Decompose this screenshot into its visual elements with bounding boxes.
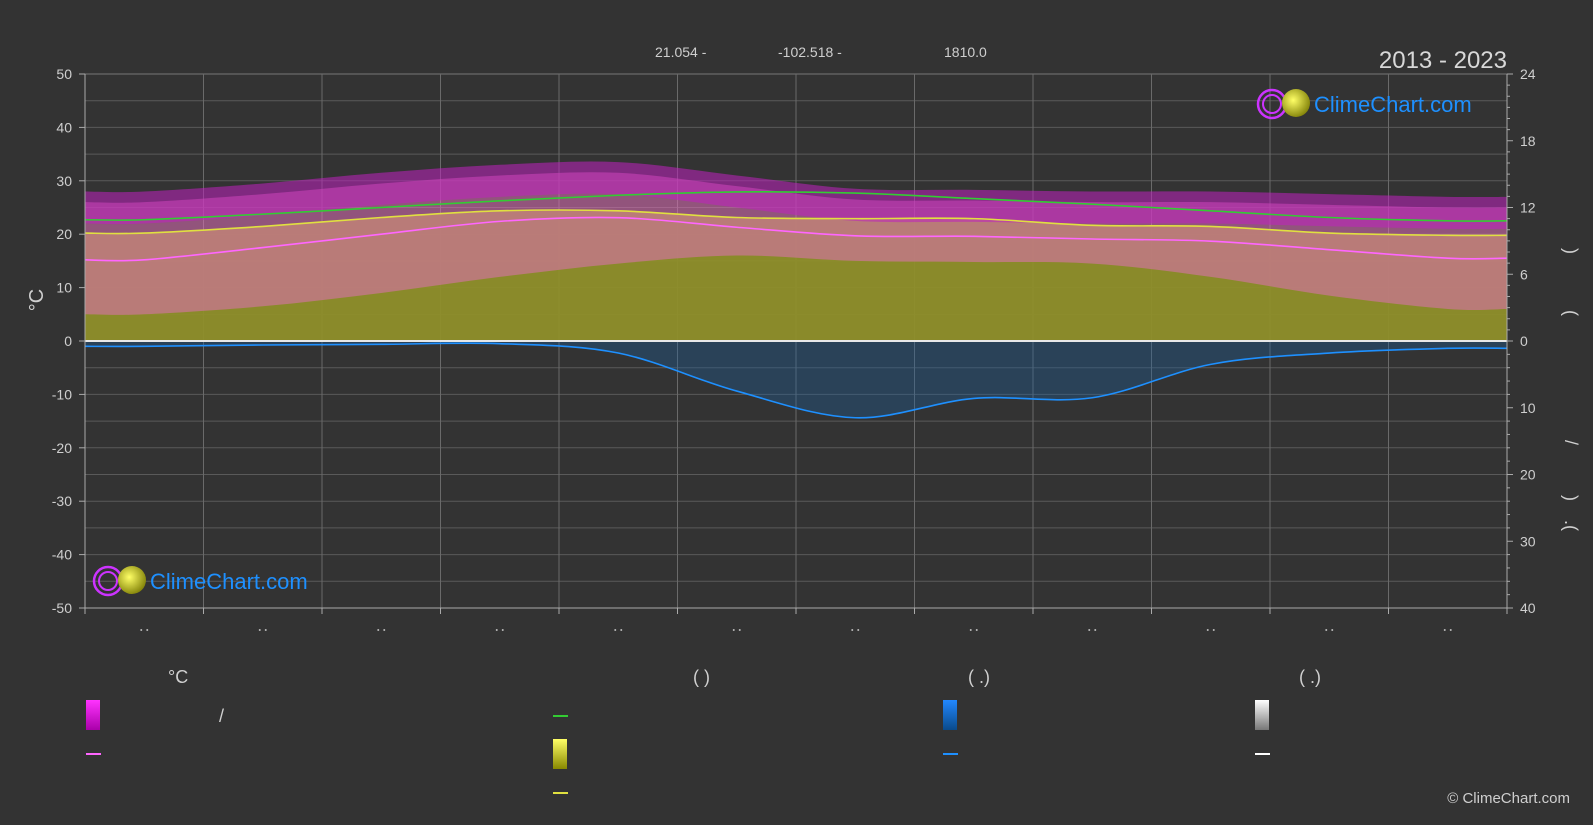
brand-logo-bottom: ClimeChart.com bbox=[92, 565, 308, 597]
month-label-mark bbox=[501, 629, 504, 631]
right-tick-label: 24 bbox=[1520, 66, 1536, 82]
left-tick-label: 30 bbox=[56, 173, 72, 189]
legend-header-temp: °C bbox=[168, 667, 188, 687]
legend-swatch-snow-mean bbox=[1255, 753, 1270, 755]
month-label-mark bbox=[1088, 629, 1091, 631]
legend-header-sun: ( ) bbox=[693, 667, 710, 687]
right-axis-label-part: / bbox=[1561, 440, 1581, 445]
month-label-mark bbox=[1443, 629, 1446, 631]
left-axis-label: °C bbox=[26, 289, 48, 311]
month-label-mark bbox=[620, 629, 623, 631]
brand-logo-top: ClimeChart.com bbox=[1256, 88, 1472, 120]
right-tick-label: 10 bbox=[1520, 400, 1536, 416]
right-tick-label: 20 bbox=[1520, 467, 1536, 483]
right-tick-label: 6 bbox=[1520, 266, 1528, 282]
month-label-mark bbox=[969, 629, 972, 631]
left-tick-label: 10 bbox=[56, 280, 72, 296]
right-axis-label-part: ) bbox=[1561, 248, 1581, 254]
month-label-mark bbox=[1449, 629, 1452, 631]
left-tick-label: 40 bbox=[56, 119, 72, 135]
legend-swatch-sunshine-mean bbox=[553, 792, 568, 794]
precipitation-area bbox=[85, 341, 1507, 418]
right-axis-label-part: . bbox=[1561, 520, 1581, 525]
data-lines bbox=[84, 190, 1508, 419]
longitude: -102.518 - bbox=[778, 44, 842, 60]
month-label-mark bbox=[614, 629, 617, 631]
brand-name: ClimeChart.com bbox=[1314, 92, 1472, 117]
legend-slash: / bbox=[219, 706, 224, 726]
left-tick-label: -40 bbox=[52, 547, 72, 563]
brand-name: ClimeChart.com bbox=[150, 569, 308, 594]
month-label-mark bbox=[738, 629, 741, 631]
logo-sun-icon bbox=[1282, 89, 1310, 117]
legend-swatch-mean-temp bbox=[86, 753, 101, 755]
month-label-mark bbox=[857, 629, 860, 631]
month-label-mark bbox=[851, 629, 854, 631]
logo-ring-icon bbox=[1262, 94, 1282, 114]
month-label-mark bbox=[377, 629, 380, 631]
year-range: 2013 - 2023 bbox=[1379, 47, 1507, 74]
month-label-mark bbox=[1212, 629, 1215, 631]
right-axis-label-part: ( bbox=[1561, 525, 1581, 531]
copyright: © ClimeChart.com bbox=[1447, 790, 1570, 807]
axes: 50 40 30 20 10 0 -10 -20 -30 -40 -50 24 18 12 6 0 10 20 30… bbox=[52, 66, 1536, 631]
right-tick-label: 0 bbox=[1520, 333, 1528, 349]
legend-swatch-precip-mean bbox=[943, 753, 958, 755]
left-tick-label: -50 bbox=[52, 600, 72, 616]
legend-swatch-precip bbox=[943, 700, 957, 730]
left-tick-label: -20 bbox=[52, 440, 72, 456]
right-tick-label: 12 bbox=[1520, 200, 1536, 216]
month-label-mark bbox=[975, 629, 978, 631]
legend-swatch-snow bbox=[1255, 700, 1269, 730]
logo-ring-icon bbox=[98, 571, 118, 591]
legend-swatch-daylight bbox=[553, 715, 568, 717]
month-label-mark bbox=[1094, 629, 1097, 631]
legend: °C ( ) ( .) ( .) / bbox=[86, 667, 1321, 794]
precipitation-line bbox=[84, 342, 1508, 419]
elevation: 1810.0 bbox=[944, 44, 987, 60]
sunshine-line bbox=[84, 209, 1508, 237]
daylight-line bbox=[84, 190, 1508, 222]
left-tick-label: 50 bbox=[56, 66, 72, 82]
latitude: 21.054 - bbox=[655, 44, 707, 60]
right-tick-label: 18 bbox=[1520, 133, 1536, 149]
right-axis-label: ) ( / ) ( . bbox=[1561, 248, 1581, 531]
legend-swatch-temp-range bbox=[86, 700, 100, 730]
temperature-max-fringe bbox=[85, 161, 1507, 230]
right-axis-label-part: ( bbox=[1561, 310, 1581, 316]
month-label-mark bbox=[495, 629, 498, 631]
month-label-mark bbox=[383, 629, 386, 631]
right-tick-label: 40 bbox=[1520, 600, 1536, 616]
left-tick-label: 20 bbox=[56, 226, 72, 242]
month-label-mark bbox=[1331, 629, 1334, 631]
left-tick-label: 0 bbox=[64, 333, 72, 349]
right-tick-label: 30 bbox=[1520, 533, 1536, 549]
legend-header-precip: ( .) bbox=[968, 667, 990, 687]
left-tick-label: -10 bbox=[52, 386, 72, 402]
month-label-mark bbox=[140, 629, 143, 631]
month-label-mark bbox=[1206, 629, 1209, 631]
left-tick-label: -30 bbox=[52, 493, 72, 509]
legend-header-snow: ( .) bbox=[1299, 667, 1321, 687]
month-label-mark bbox=[146, 629, 149, 631]
month-label-mark bbox=[264, 629, 267, 631]
month-label-mark bbox=[258, 629, 261, 631]
mean-temperature-line bbox=[84, 216, 1508, 262]
legend-swatch-sunshine bbox=[553, 739, 567, 769]
month-label-mark bbox=[732, 629, 735, 631]
month-label-mark bbox=[1325, 629, 1328, 631]
right-axis-label-part: ) bbox=[1561, 495, 1581, 501]
data-bands bbox=[85, 161, 1507, 418]
logo-sun-icon bbox=[118, 566, 146, 594]
